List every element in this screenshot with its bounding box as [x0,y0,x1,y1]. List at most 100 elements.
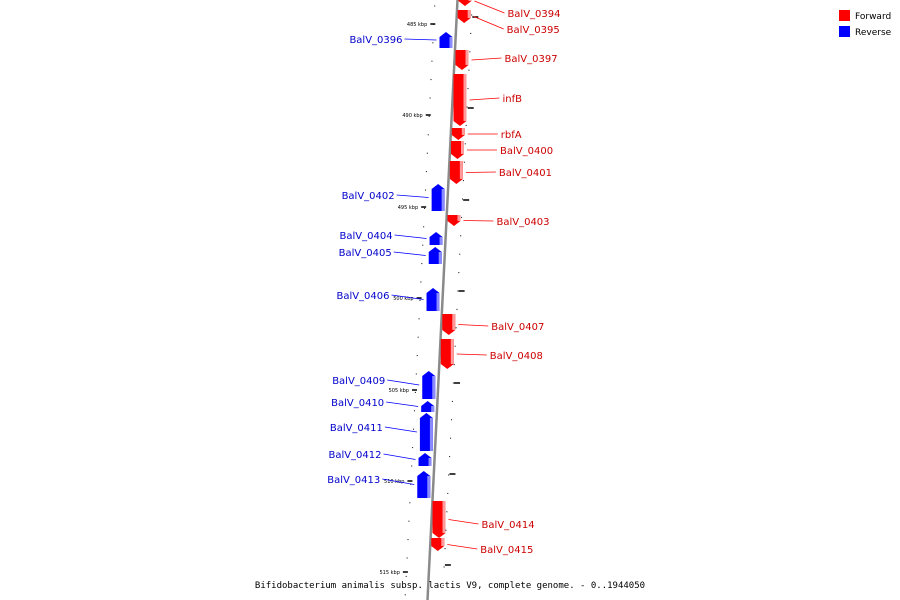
gene-BalV_0404[interactable]: BalV_0404 [340,231,443,245]
gene-leader-line [387,379,420,386]
gene-rbfA[interactable]: rbfA [451,128,522,141]
gene-arrow[interactable] [440,339,454,369]
gene-label[interactable]: BalV_0411 [330,423,383,434]
gene-label[interactable]: BalV_0394 [507,9,560,20]
gene-BalV_0403[interactable]: BalV_0403 [447,215,550,228]
gene-arrow[interactable] [453,74,467,126]
gene-leader-line [386,401,419,407]
gene-label[interactable]: infB [503,94,523,105]
gene-arrow-shade [429,418,433,451]
tick-label: 515 kbp [380,570,400,576]
gene-BalV_0409[interactable]: BalV_0409 [332,371,436,399]
gene-arrow-shade [461,141,464,154]
gene-label[interactable]: BalV_0415 [480,545,533,556]
gene-leader-line [474,0,505,14]
gene-BalV_0410[interactable]: BalV_0410 [331,398,435,412]
gene-arrow[interactable] [442,314,456,335]
gene-leader-line [384,426,417,433]
gene-arrow[interactable] [457,10,471,23]
gene-label[interactable]: BalV_0406 [336,291,389,302]
gene-arrow-shade [439,237,443,245]
gene-BalV_0407[interactable]: BalV_0407 [442,314,544,335]
tick-label: 505 kbp [389,388,409,394]
gene-BalV_0415[interactable]: BalV_0415 [431,538,533,556]
gene-BalV_0394[interactable]: BalV_0394 [458,0,561,20]
gene-arrow[interactable] [422,371,436,399]
gene-BalV_0413[interactable]: BalV_0413 [327,471,431,498]
gene-label[interactable]: BalV_0405 [339,248,392,259]
gene-BalV_0412[interactable]: BalV_0412 [328,450,432,466]
gene-arrow[interactable] [449,161,463,184]
legend-label-forward: Forward [855,12,891,22]
gene-arrow[interactable] [419,413,433,451]
gene-leader-line [465,171,496,173]
gene-leader-line [404,38,437,41]
gene-label[interactable]: BalV_0408 [490,351,543,362]
gene-label[interactable]: BalV_0395 [507,25,560,36]
gene-leader-line [473,16,504,30]
gene-leader-line [463,220,494,222]
gene-arrow-shade [467,10,471,18]
gene-label[interactable]: BalV_0409 [332,376,385,387]
tick-label: 490 kbp [402,113,422,119]
gene-BalV_0397[interactable]: BalV_0397 [455,50,558,70]
gene-label[interactable]: BalV_0403 [496,217,549,228]
gene-arrow-shade [441,189,445,211]
gene-arrow-shade [441,538,445,546]
gene-BalV_0406[interactable]: BalV_0406 [336,288,440,311]
gene-label[interactable]: BalV_0402 [342,191,395,202]
gene-label[interactable]: BalV_0397 [505,54,558,65]
gene-arrow[interactable] [451,141,464,159]
gene-BalV_0396[interactable]: BalV_0396 [349,32,453,48]
gene-leader-line [471,57,502,61]
gene-leader-line [447,544,478,550]
gene-BalV_0395[interactable]: BalV_0395 [457,10,560,36]
gene-label[interactable]: BalV_0400 [500,146,553,157]
gene-label[interactable]: BalV_0396 [349,35,402,46]
gene-BalV_0405[interactable]: BalV_0405 [339,247,442,264]
gene-label[interactable]: BalV_0410 [331,398,384,409]
gene-BalV_0408[interactable]: BalV_0408 [440,339,543,369]
gene-label[interactable]: BalV_0401 [499,168,552,179]
gene-arrow[interactable] [432,501,446,538]
gene-leader-line [382,478,415,485]
gene-arrow-shade [465,50,469,65]
gene-arrow[interactable] [426,288,440,311]
legend-swatch-reverse [839,26,850,37]
gene-label[interactable]: BalV_0407 [491,322,544,333]
legend-label-reverse: Reverse [855,28,892,38]
gene-arrow-shade [463,74,467,121]
gene-infB[interactable]: infB [453,74,523,126]
gene-arrow[interactable] [447,215,461,226]
gene-arrow-shade [459,161,463,179]
gene-arrow[interactable] [431,184,445,211]
gene-arrow-shade [449,37,453,48]
legend: Forward Reverse [839,10,892,38]
gene-label[interactable]: BalV_0412 [328,450,381,461]
gene-label[interactable]: BalV_0413 [327,475,380,486]
gene-arrow[interactable] [428,247,442,264]
gene-label[interactable]: BalV_0414 [482,520,535,531]
gene-BalV_0400[interactable]: BalV_0400 [451,141,553,159]
gene-arrow[interactable] [458,0,472,6]
gene-arrow-shade [428,458,432,466]
gene-arrow-shade [431,406,435,412]
gene-arrow[interactable] [429,232,443,245]
gene-arrow[interactable] [417,471,431,498]
gene-arrow[interactable] [451,128,465,140]
gene-BalV_0411[interactable]: BalV_0411 [330,413,433,451]
gene-BalV_0402[interactable]: BalV_0402 [342,184,445,211]
gene-label[interactable]: rbfA [501,130,522,141]
gene-BalV_0414[interactable]: BalV_0414 [432,501,535,538]
tick-label: 510 kbp [384,479,404,485]
gene-arrow-shade [452,314,456,330]
gene-arrow-shade [442,501,446,533]
gene-arrow[interactable] [418,453,432,466]
gene-arrow[interactable] [439,32,453,48]
gene-arrow[interactable] [431,538,445,551]
gene-arrow[interactable] [455,50,469,70]
gene-BalV_0401[interactable]: BalV_0401 [449,161,552,184]
gene-arrow[interactable] [421,401,435,412]
tick-label: 485 kbp [407,22,427,28]
gene-label[interactable]: BalV_0404 [340,231,393,242]
